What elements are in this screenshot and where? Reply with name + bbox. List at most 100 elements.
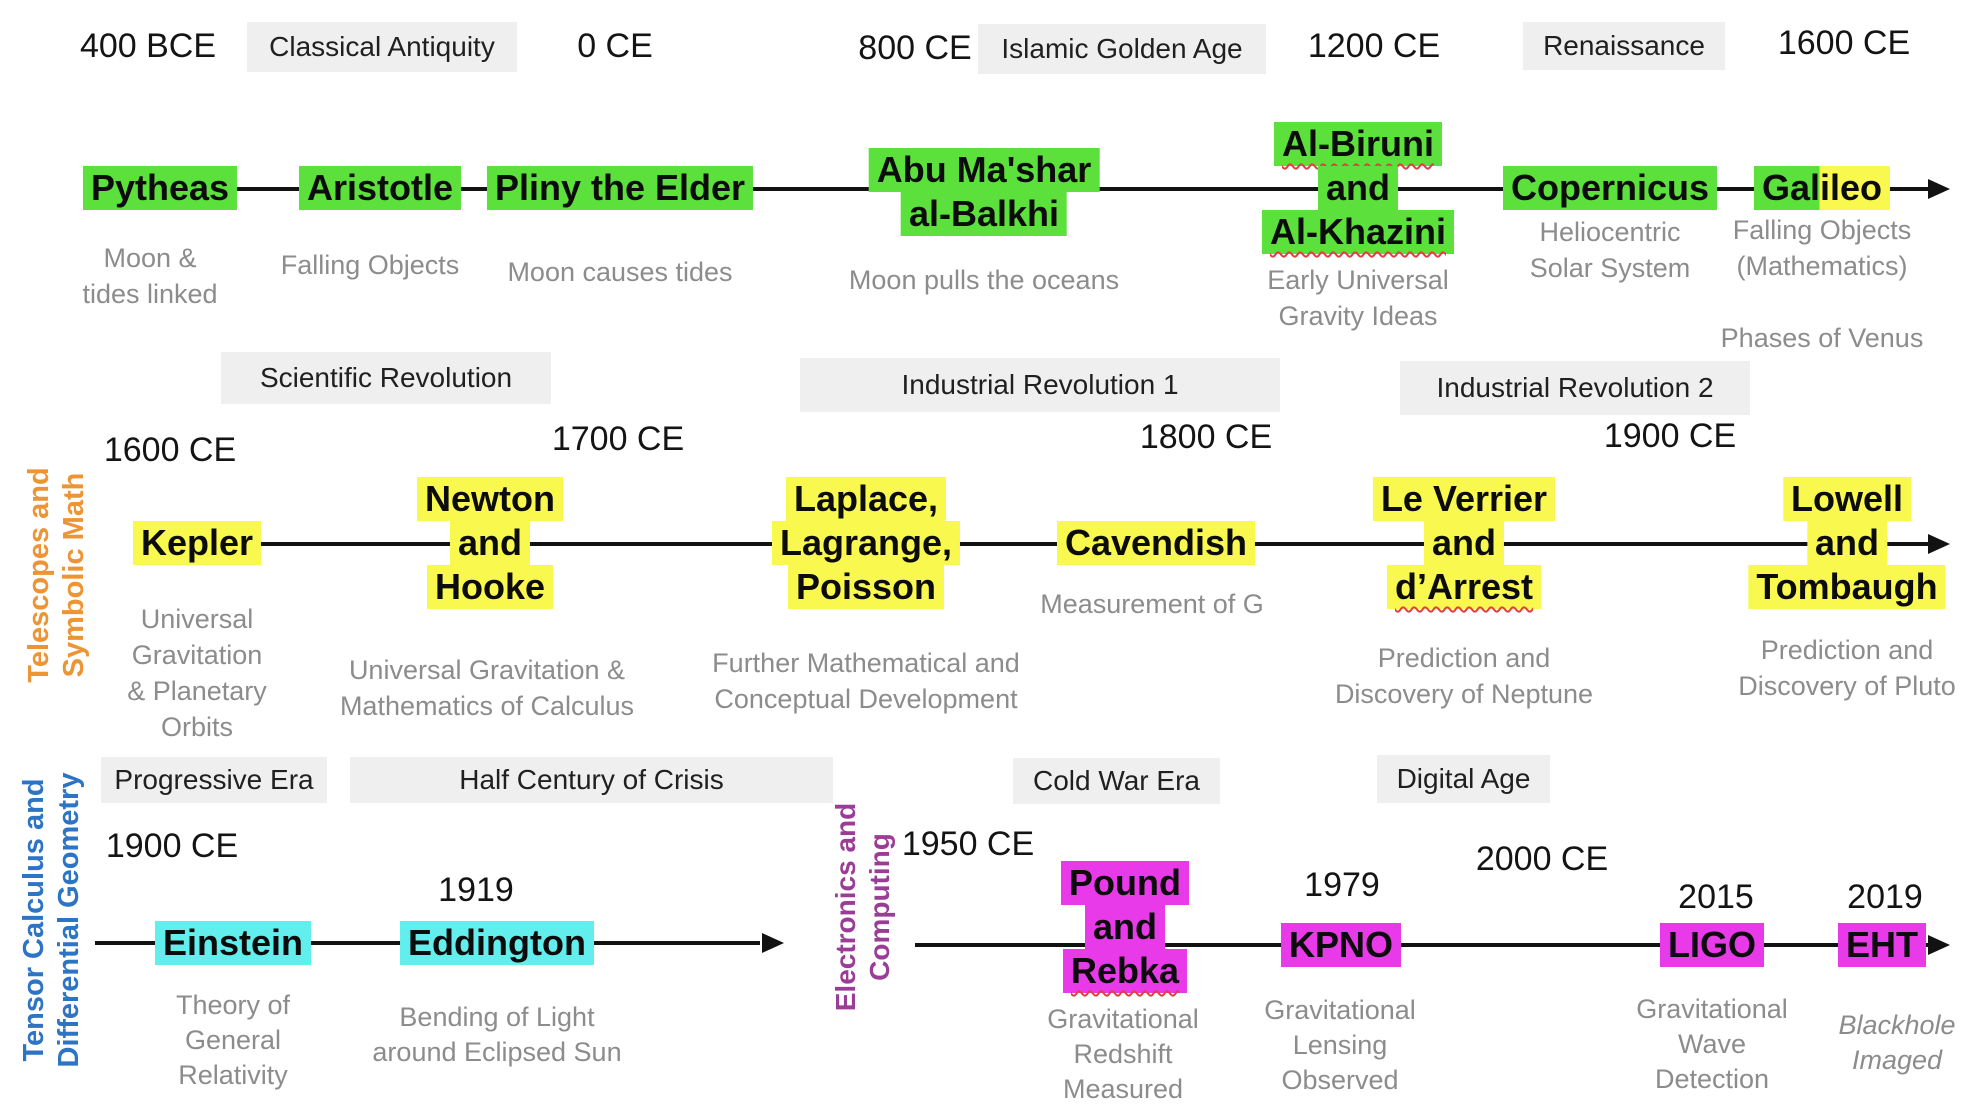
row1-era-renaissance: Renaissance (1523, 22, 1725, 70)
row3-date-2019: 2019 (1847, 878, 1923, 916)
row2-desc-lowell: Prediction and Discovery of Pluto (1738, 635, 1956, 701)
row3-event-einstein: Einstein (154, 921, 312, 965)
event-name-line: al-Balkhi (900, 192, 1068, 236)
row1-event-abu-mashar: Abu Ma'shar al-Balkhi (868, 148, 1100, 236)
row1-event-galileo: Galileo (1753, 166, 1891, 210)
row3-event-kpno: KPNO (1280, 923, 1402, 967)
row3-event-eht: EHT (1838, 923, 1926, 967)
row2-era-scientific-revolution: Scientific Revolution (221, 352, 551, 404)
arrow-right-icon (1928, 534, 1950, 554)
event-name-line: Kepler (132, 521, 262, 565)
row1-desc-galileo: Falling Objects (Mathematics) (1732, 215, 1912, 281)
row1-era-classical-antiquity: Classical Antiquity (247, 22, 517, 72)
row3-desc-eht: Blackhole Imaged (1838, 1010, 1956, 1075)
row3-date-2000ce: 2000 CE (1475, 840, 1609, 878)
row2-event-kepler: Kepler (132, 521, 262, 565)
row1-desc-al-biruni: Early Universal Gravity Ideas (1267, 265, 1449, 331)
row2-desc-le-verrier: Prediction and Discovery of Neptune (1334, 643, 1594, 709)
event-name-line: and (1423, 521, 1504, 565)
arrow-right-icon (1928, 935, 1950, 955)
row2-event-newton-hooke: Newton and Hooke (417, 477, 563, 609)
row3-date-2015: 2015 (1678, 878, 1754, 916)
row1-event-aristotle: Aristotle (298, 166, 462, 210)
arrow-right-icon (1928, 179, 1950, 199)
row2-event-lowell-tombaugh: Lowell and Tombaugh (1748, 477, 1946, 609)
row3-event-eddington: Eddington (400, 921, 594, 965)
event-name-line: Einstein (154, 921, 312, 965)
event-name-line: and (449, 521, 530, 565)
event-name-line: Rebka (1062, 949, 1188, 993)
event-name-line: EHT (1838, 923, 1926, 967)
row2-desc-kepler: Universal Gravitation & Planetary Orbits (127, 604, 267, 742)
event-name-line: Al-Khazini (1262, 210, 1454, 254)
row2-date-1900ce: 1900 CE (1603, 417, 1737, 455)
row2-side-label-telescopes-symbolic-math: Telescopes and Symbolic Math (23, 467, 90, 683)
event-name-line: d’Arrest (1386, 565, 1542, 609)
row3-era-digital-age: Digital Age (1377, 755, 1550, 803)
row1-date-0ce: 0 CE (577, 27, 653, 65)
row2-event-laplace-lagrange-poisson: Laplace, Lagrange, Poisson (771, 477, 961, 609)
row1-date-1600ce: 1600 CE (1777, 24, 1911, 62)
row3-mid-label-electronics-computing: Electronics and Computing (830, 802, 895, 1012)
row1-desc-pliny: Moon causes tides (507, 257, 733, 287)
event-name-line: Pytheas (82, 166, 238, 210)
row1-note-phases-of-venus: Phases of Venus (1720, 323, 1924, 353)
arrow-right-icon (762, 933, 784, 953)
row3-side-label-tensor-calculus-differential-geometry: Tensor Calculus and Differential Geometr… (18, 772, 85, 1068)
event-name-line: Pound (1061, 861, 1189, 905)
event-name-line: Aristotle (298, 166, 462, 210)
event-name-line: Abu Ma'shar (868, 148, 1100, 192)
row2-desc-newton-hooke: Universal Gravitation & Mathematics of Ca… (339, 655, 635, 721)
event-name-line: Lagrange, (771, 521, 961, 565)
event-name-line: and (1806, 521, 1887, 565)
event-name-line: Laplace, (785, 477, 947, 521)
row1-desc-abu-mashar: Moon pulls the oceans (848, 265, 1120, 295)
row1-date-1200ce: 1200 CE (1307, 27, 1441, 65)
row2-date-1600ce: 1600 CE (103, 431, 237, 469)
row2-desc-laplace: Further Mathematical and Conceptual Devel… (712, 648, 1020, 714)
event-name-line: KPNO (1280, 923, 1402, 967)
event-name-line: LIGO (1660, 923, 1764, 967)
row1-era-islamic-golden-age: Islamic Golden Age (978, 24, 1266, 74)
row3-desc-ligo: Gravitational Wave Detection (1636, 994, 1788, 1094)
event-name-line: Al-Biruni (1274, 122, 1442, 166)
row3-era-progressive-era: Progressive Era (101, 757, 327, 803)
row1-desc-pytheas: Moon & tides linked (82, 243, 218, 309)
event-name-line: Cavendish (1056, 521, 1256, 565)
event-name-line: Tombaugh (1748, 565, 1946, 609)
event-name-line: Newton (417, 477, 563, 521)
event-name-line: Le Verrier (1372, 477, 1556, 521)
row3-event-ligo: LIGO (1660, 923, 1764, 967)
row1-event-pytheas: Pytheas (82, 166, 238, 210)
row1-date-400bce: 400 BCE (79, 27, 217, 65)
event-name-line: and (1084, 905, 1166, 949)
row2-era-industrial-revolution-2: Industrial Revolution 2 (1400, 361, 1750, 415)
row2-event-cavendish: Cavendish (1056, 521, 1256, 565)
event-name-line: Copernicus (1502, 166, 1718, 210)
row1-event-al-biruni-al-khazini: Al-Biruni and Al-Khazini (1262, 122, 1454, 254)
row3-era-cold-war-era: Cold War Era (1013, 758, 1220, 804)
row3-desc-eddington: Bending of Light around Eclipsed Sun (372, 1002, 622, 1067)
row2-event-le-verrier-darrest: Le Verrier and d’Arrest (1372, 477, 1556, 609)
row3-event-pound-rebka: Pound and Rebka (1061, 861, 1189, 993)
row2-date-1800ce: 1800 CE (1139, 418, 1273, 456)
row2-desc-cavendish: Measurement of G (1040, 589, 1264, 619)
event-name-line: Pliny the Elder (486, 166, 754, 210)
row1-date-800ce: 800 CE (858, 29, 972, 67)
row3-date-1979: 1979 (1304, 866, 1380, 904)
event-name-line: Lowell (1782, 477, 1911, 521)
row3-date-1950ce: 1950 CE (901, 825, 1035, 863)
row2-era-industrial-revolution-1: Industrial Revolution 1 (800, 358, 1280, 412)
row3-desc-pound-rebka: Gravitational Redshift Measured (1047, 1004, 1199, 1104)
event-name-line: Poisson (787, 565, 945, 609)
event-name-line: and (1317, 166, 1398, 210)
row3-desc-einstein: Theory of General Relativity (175, 990, 291, 1090)
row3-date-1900ce: 1900 CE (105, 827, 239, 865)
row3-desc-kpno: Gravitational Lensing Observed (1264, 995, 1416, 1095)
row2-date-1700ce: 1700 CE (551, 420, 685, 458)
row1-desc-aristotle: Falling Objects (280, 250, 460, 280)
row1-desc-copernicus: Heliocentric Solar System (1529, 217, 1691, 283)
event-name-line: Hooke (426, 565, 554, 609)
row3-timeline-line-observation (915, 943, 1930, 947)
